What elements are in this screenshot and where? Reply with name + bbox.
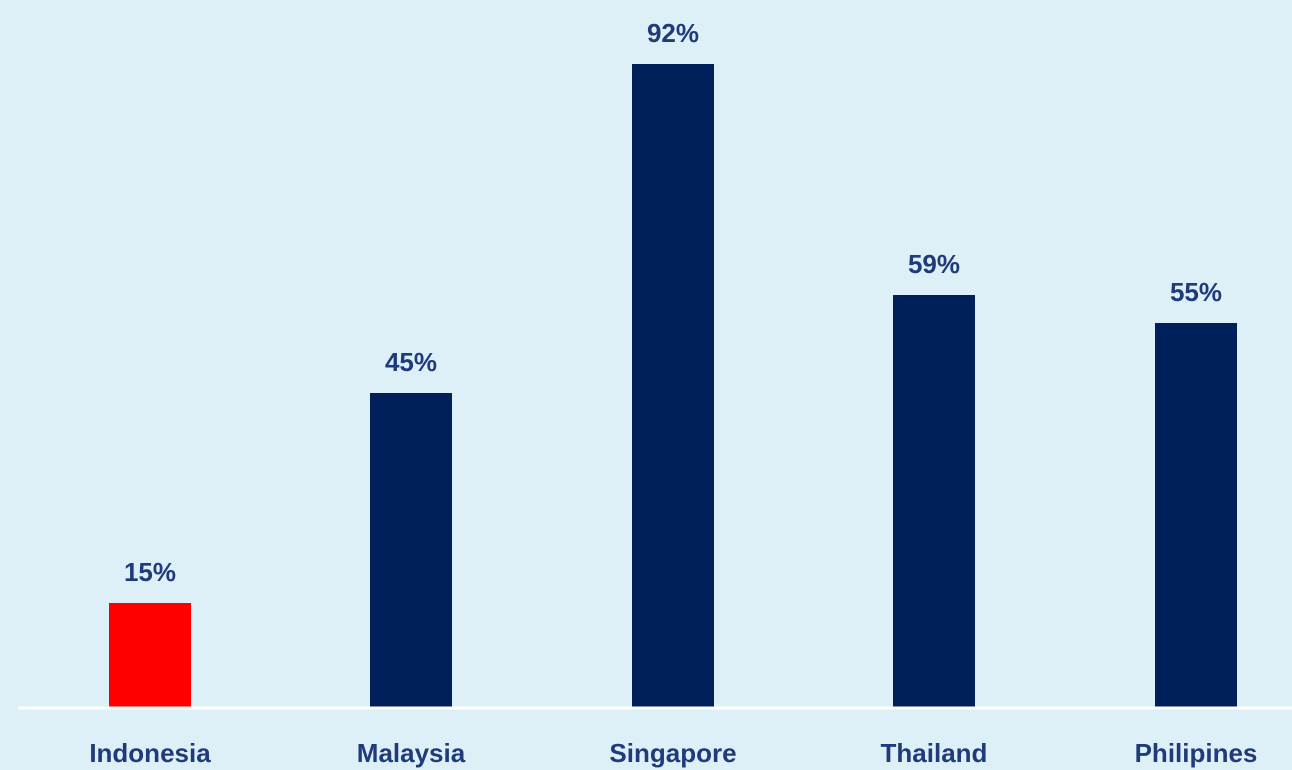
value-label-thailand: 59% <box>908 249 960 279</box>
value-label-malaysia: 45% <box>385 347 437 377</box>
category-label-malaysia: Malaysia <box>357 738 466 768</box>
category-label-philipines: Philipines <box>1135 738 1258 768</box>
value-label-philipines: 55% <box>1170 277 1222 307</box>
bars-layer <box>109 64 1237 708</box>
category-label-singapore: Singapore <box>609 738 736 768</box>
bar-indonesia <box>109 603 191 708</box>
bar-singapore <box>632 64 714 708</box>
bar-malaysia <box>370 393 452 708</box>
value-label-singapore: 92% <box>647 18 699 48</box>
category-labels-layer: Indonesia Malaysia Singapore Thailand Philip… <box>89 738 1257 768</box>
category-label-thailand: Thailand <box>881 738 988 768</box>
category-label-indonesia: Indonesia <box>89 738 211 768</box>
value-label-indonesia: 15% <box>124 557 176 587</box>
bar-philipines <box>1155 323 1237 708</box>
value-labels-layer: 15% 45% 92% 59% 55% <box>124 18 1222 587</box>
bar-thailand <box>893 295 975 708</box>
